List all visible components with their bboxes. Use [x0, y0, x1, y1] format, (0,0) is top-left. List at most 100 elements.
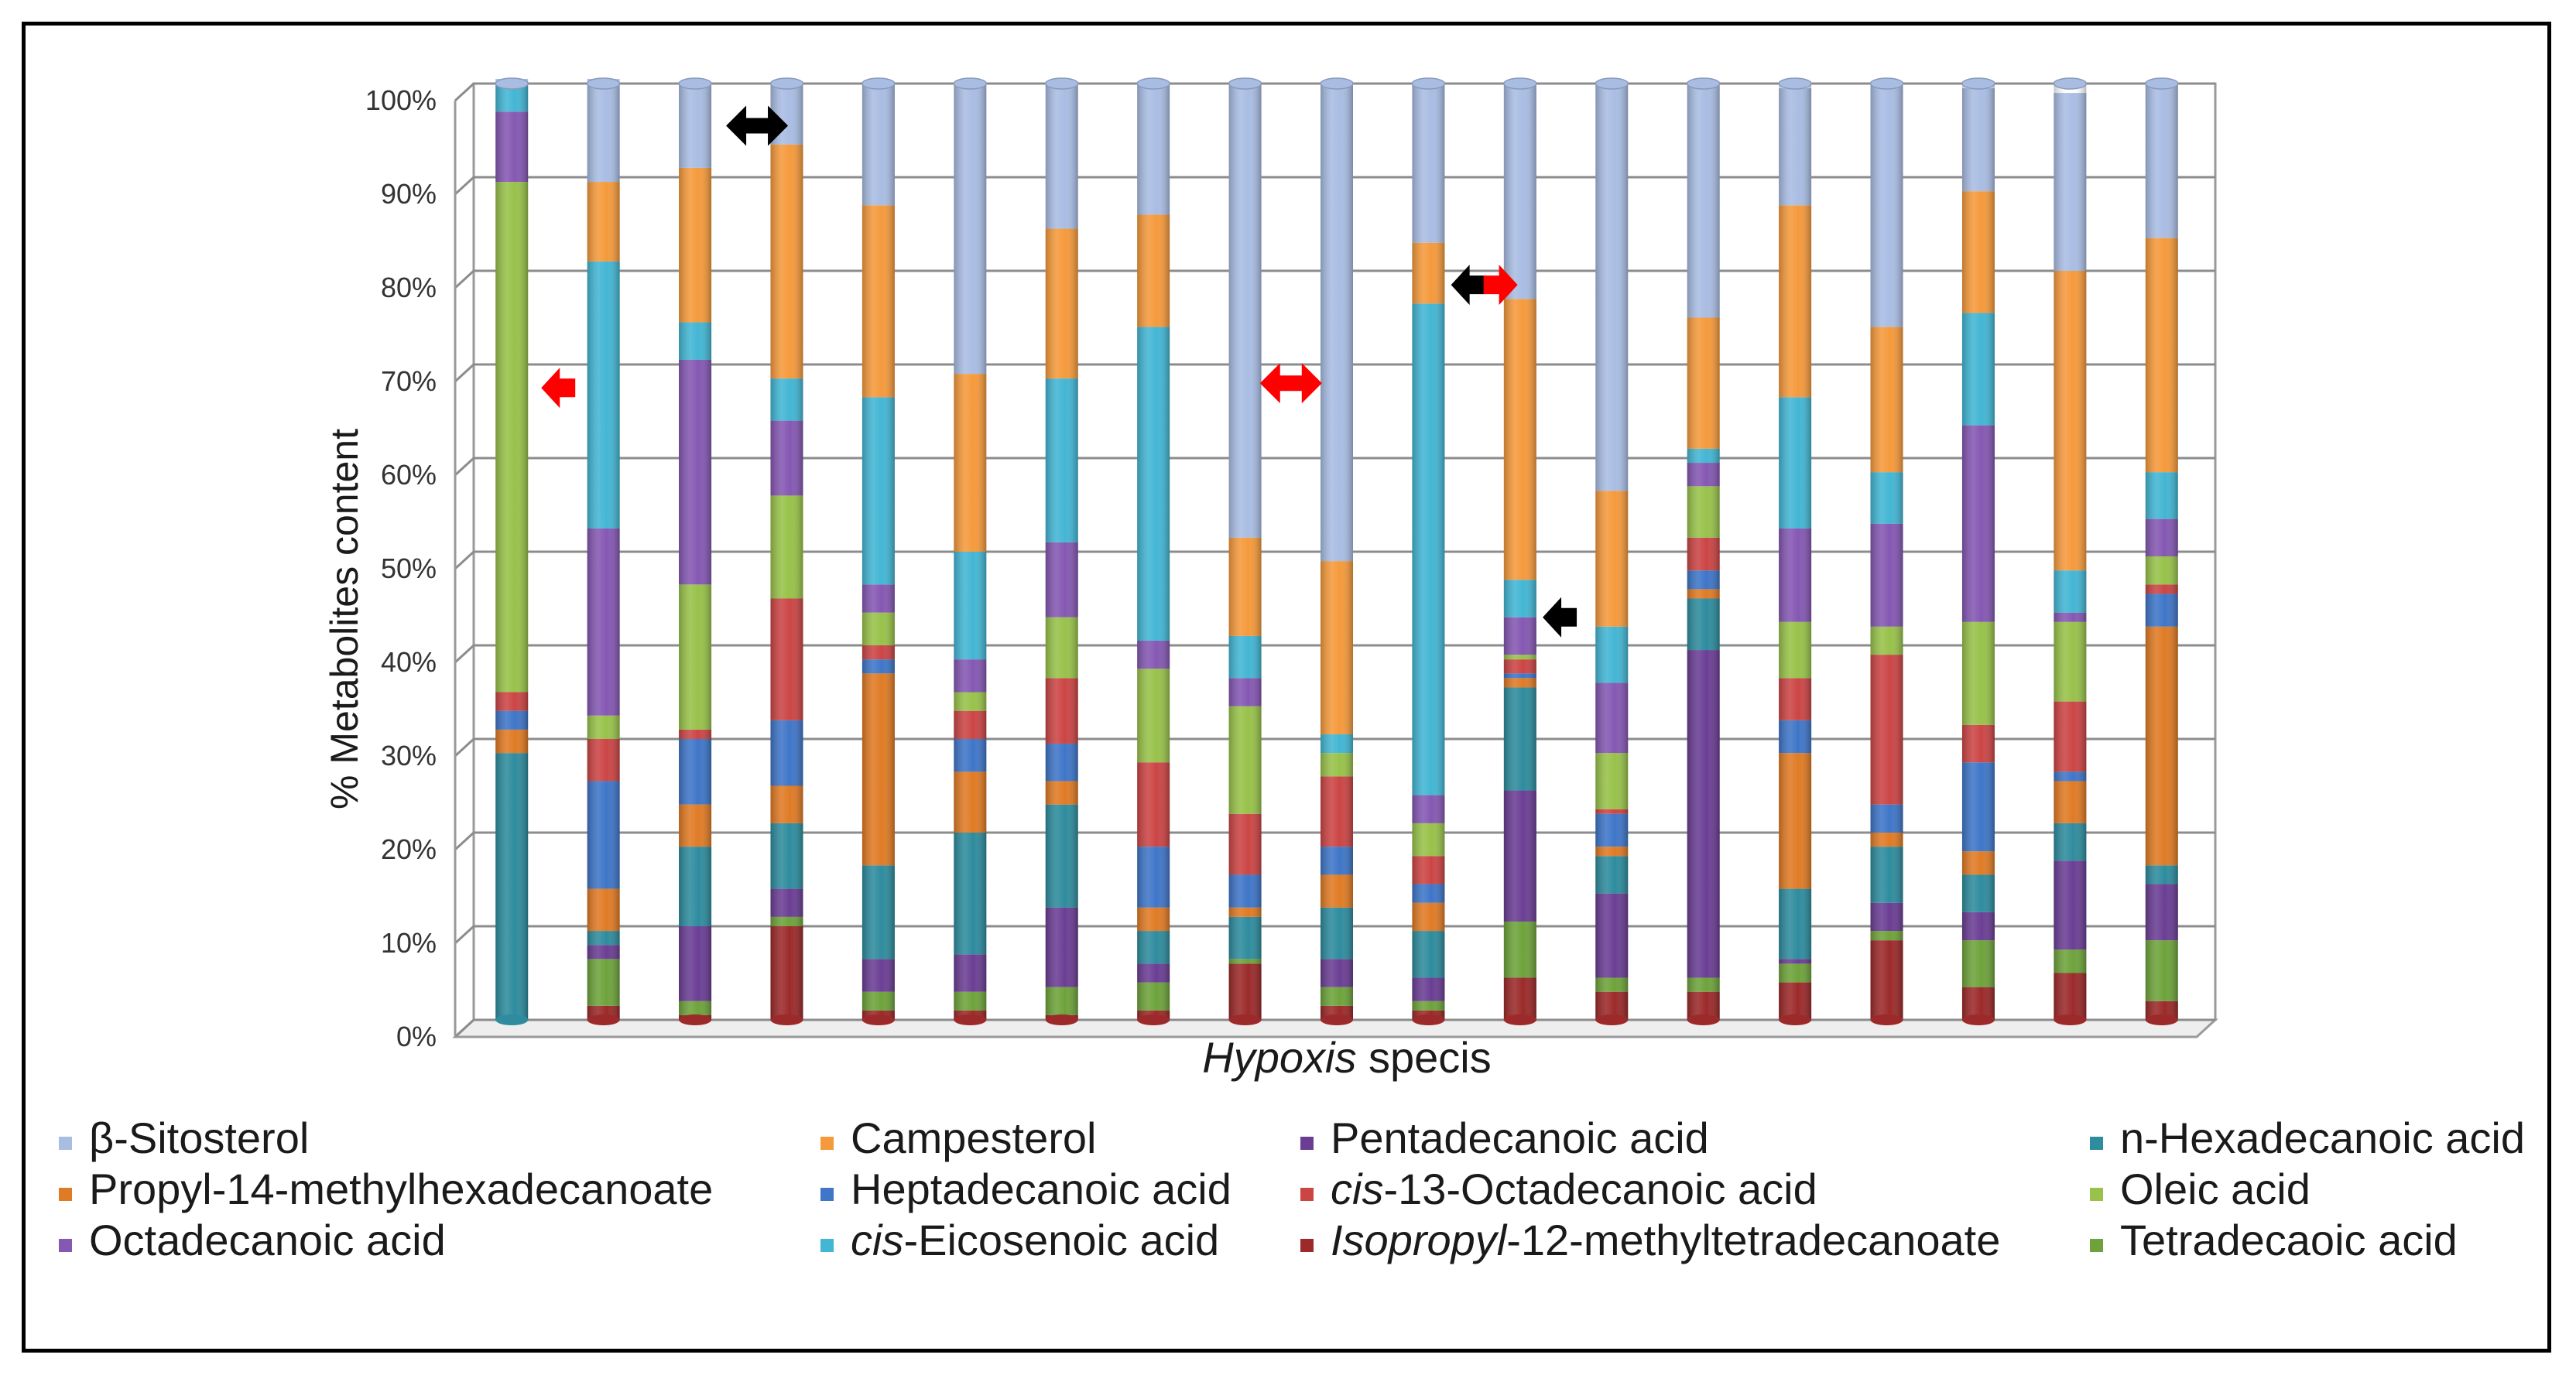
bar-top-cap	[953, 77, 988, 90]
gridline	[454, 176, 2215, 196]
legend-label: cis-Eicosenoic acid	[851, 1216, 1220, 1264]
bar-top-cap	[2053, 77, 2088, 90]
y-tick-label: 60%	[381, 459, 437, 491]
y-tick-label: 30%	[381, 740, 437, 771]
legend-swatch	[1300, 1188, 1314, 1201]
stacked-bar-chart: 0% 10% 20% 30% 40% 50% 60% 70% 80% 90% 100% % Meta…	[323, 77, 2218, 1082]
bar-stack	[586, 77, 621, 1025]
bar-shading	[587, 84, 620, 1020]
bar-top-cap	[2145, 77, 2179, 90]
bar-shading	[2145, 84, 2178, 1020]
x-axis-label: Hypoxis specis	[1202, 1033, 1491, 1082]
bar-top-cap	[1503, 77, 1537, 90]
y-tick-label: 10%	[381, 927, 437, 959]
legend-item: Isopropyl-12-methyltetradecanoate	[1300, 1215, 2000, 1265]
legend-swatch	[820, 1188, 834, 1201]
figure-frame	[22, 22, 2551, 1353]
bar-stack	[2053, 77, 2088, 1025]
bar-shading	[679, 84, 712, 1020]
legend-item: Heptadecanoic acid	[820, 1164, 1231, 1214]
bar-top-cap	[1869, 77, 1904, 90]
annotation-arrow	[1451, 265, 1485, 306]
legend-label: Oleic acid	[2120, 1165, 2311, 1213]
bar-top-cap	[1320, 77, 1354, 90]
gridline	[454, 269, 2215, 289]
bar-base-cap	[862, 1014, 895, 1025]
bar-stack	[1961, 77, 1995, 1025]
legend-swatch	[2090, 1137, 2103, 1150]
bar-shading	[1961, 84, 1995, 1020]
y-tick-label: 20%	[381, 833, 437, 865]
gridline	[454, 457, 2215, 477]
bar-stack	[495, 77, 529, 1025]
bar-shading	[1687, 84, 1720, 1020]
bar-base-cap	[954, 1014, 987, 1025]
bar-base-cap	[1779, 1014, 1812, 1025]
y-tick-label: 90%	[381, 178, 437, 210]
bar-top-cap	[1044, 77, 1079, 90]
legend-item: cis-Eicosenoic acid	[820, 1215, 1219, 1265]
bar-top-cap	[1778, 77, 1812, 90]
bar-stack	[1503, 77, 1537, 1025]
bar-shading	[1228, 84, 1262, 1020]
legend-swatch	[59, 1239, 72, 1252]
bar-shading	[1321, 84, 1353, 1020]
y-tick-label: 50%	[381, 552, 437, 584]
bar-stack	[1320, 77, 1354, 1025]
legend-item: Oleic acid	[2090, 1164, 2311, 1214]
legend-label: Isopropyl-12-methyltetradecanoate	[1331, 1216, 2001, 1264]
annotation-arrow	[1483, 265, 1518, 306]
bar-stack	[769, 77, 804, 1025]
bar-base-cap	[587, 1014, 620, 1025]
bar-top-cap	[769, 77, 804, 90]
bar-base-cap	[1321, 1014, 1353, 1025]
gridline	[454, 1018, 2215, 1038]
legend-item: Campesterol	[820, 1113, 1096, 1163]
bar-base-cap	[679, 1014, 712, 1025]
bar-top-cap	[1136, 77, 1170, 90]
legend-item: Pentadecanoic acid	[1300, 1113, 1709, 1163]
bar-base-cap	[1412, 1014, 1445, 1025]
annotation-arrow	[726, 105, 789, 146]
legend-item: Octadecanoic acid	[59, 1215, 446, 1265]
bar-shading	[1412, 84, 1445, 1020]
gridline	[454, 831, 2215, 851]
bar-top-cap	[1228, 77, 1262, 90]
legend-swatch	[2090, 1188, 2103, 1201]
legend: β-Sitosterol Campesterol Pentadecanoic aci…	[46, 1108, 2547, 1340]
gridline	[454, 644, 2215, 664]
bar-stack	[1044, 77, 1079, 1025]
y-tick-label: 100%	[365, 84, 437, 116]
legend-label: Heptadecanoic acid	[851, 1165, 1231, 1213]
bar-base-cap	[1503, 1014, 1536, 1025]
bar-shading	[1870, 84, 1903, 1020]
y-axis-label: % Metabolites content	[323, 429, 366, 809]
bar-base-cap	[495, 1014, 529, 1025]
legend-swatch	[820, 1137, 834, 1150]
bar-stack	[862, 77, 896, 1025]
gridline	[454, 82, 2215, 102]
bar-base-cap	[770, 1014, 803, 1025]
gridline	[454, 363, 2215, 383]
bar-top-cap	[1595, 77, 1629, 90]
gridline	[454, 737, 2215, 758]
bar-base-cap	[1687, 1014, 1720, 1025]
legend-swatch	[59, 1188, 72, 1201]
legend-label: n-Hexadecanoic acid	[2120, 1113, 2525, 1162]
bar-shading	[1045, 84, 1078, 1020]
bar-base-cap	[2054, 1014, 2087, 1025]
legend-item: Tetradecaoic acid	[2090, 1215, 2458, 1265]
bar-top-cap	[495, 77, 529, 90]
y-tick-label: 40%	[381, 646, 437, 678]
legend-swatch	[820, 1239, 834, 1252]
bar-top-cap	[862, 77, 896, 90]
legend-swatch	[2090, 1239, 2103, 1252]
y-tick-label: 70%	[381, 365, 437, 397]
bar-base-cap	[1870, 1014, 1903, 1025]
bar-stack	[1228, 77, 1262, 1025]
legend-label: Propyl-14-methylhexadecanoate	[89, 1165, 714, 1213]
bar-shading	[954, 84, 987, 1020]
legend-label: cis-13-Octadecanoic acid	[1331, 1165, 1817, 1213]
bar-stack	[1136, 77, 1170, 1025]
bar-base-cap	[2145, 1014, 2178, 1025]
